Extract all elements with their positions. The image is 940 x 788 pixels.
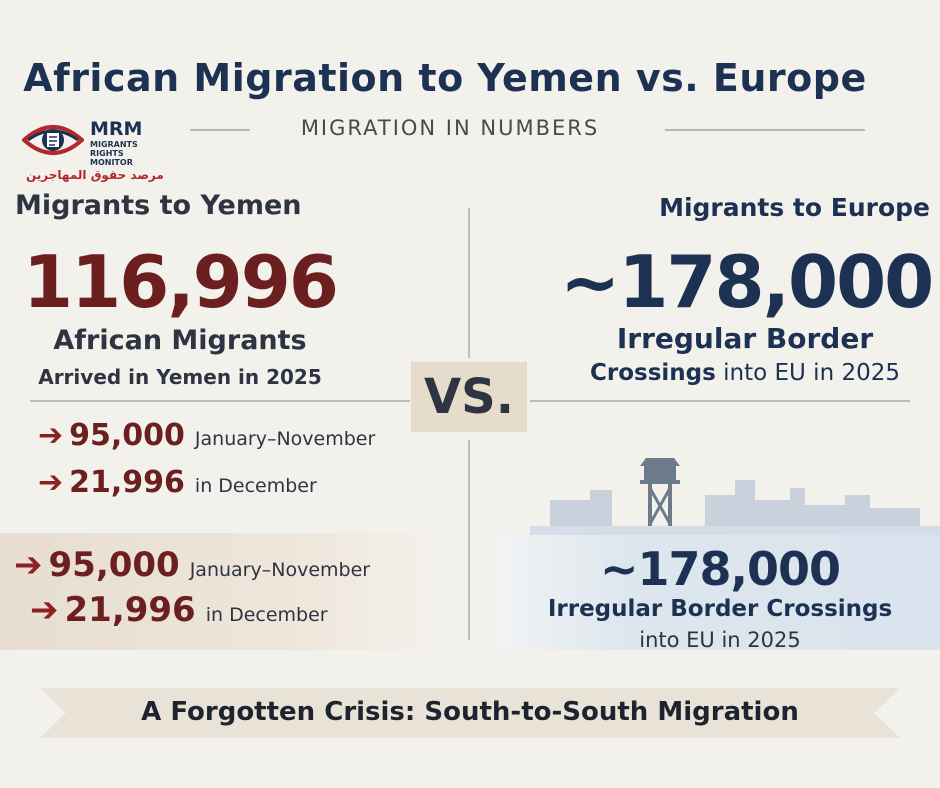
divider-vertical-top — [468, 208, 470, 358]
city-skyline-icon — [530, 458, 940, 535]
banner-text: A Forgotten Crisis: South-to-South Migra… — [141, 697, 799, 727]
arrow-right-icon: ➔ — [38, 418, 64, 453]
yemen-caption-2: Arrived in Yemen in 2025 — [38, 365, 322, 389]
arrow-right-icon: ➔ — [30, 590, 59, 630]
breakdown-value: 21,996 — [69, 465, 185, 500]
yemen-summary-row: ➔ 95,000 January–November — [14, 545, 370, 585]
breakdown-label: in December — [194, 475, 317, 497]
logo-arabic: مرصد حقوق المهاجرين — [26, 168, 164, 182]
europe-summary-caption-1: Irregular Border Crossings — [547, 596, 893, 622]
summary-label: in December — [205, 604, 328, 626]
page-subtitle: MIGRATION IN NUMBERS — [300, 116, 600, 140]
europe-heading: Migrants to Europe — [659, 193, 930, 222]
summary-value: 21,996 — [64, 590, 196, 630]
watchtower-icon — [640, 458, 680, 526]
divider-horizontal-left — [30, 400, 410, 402]
yemen-breakdown-row: ➔ 95,000 January–November — [38, 418, 375, 453]
yemen-breakdown-row: ➔ 21,996 in December — [38, 465, 317, 500]
divider-horizontal-right — [530, 400, 910, 402]
europe-summary-band — [500, 533, 940, 650]
yemen-heading: Migrants to Yemen — [15, 190, 302, 221]
mrm-logo: MRM MIGRANTS RIGHTS MONITOR مرصد حقوق ال… — [22, 118, 182, 190]
bottom-banner — [40, 688, 900, 738]
page-title: African Migration to Yemen vs. Europe — [23, 56, 867, 100]
yemen-caption-1: African Migrants — [53, 325, 307, 356]
eye-logo-icon — [22, 125, 84, 155]
arrow-right-icon: ➔ — [14, 545, 43, 585]
summary-label: January–November — [189, 559, 371, 581]
europe-caption-2: Crossings into EU in 2025 — [590, 360, 900, 386]
summary-value: 95,000 — [48, 545, 180, 585]
europe-caption-1: Irregular Border — [616, 322, 874, 355]
yemen-total: 116,996 — [23, 240, 339, 324]
logo-name: MIGRANTS RIGHTS MONITOR — [90, 140, 138, 167]
subtitle-rule-right — [665, 129, 865, 131]
breakdown-label: January–November — [194, 428, 376, 450]
arrow-right-icon: ➔ — [38, 465, 64, 500]
breakdown-value: 95,000 — [69, 418, 185, 453]
europe-summary-caption-2: into EU in 2025 — [639, 628, 801, 652]
yemen-summary-row: ➔ 21,996 in December — [30, 590, 328, 630]
logo-abbr: MRM — [90, 118, 143, 140]
divider-vertical-bottom — [468, 440, 470, 640]
vs-badge: VS. — [411, 362, 527, 432]
europe-summary-total: ~178,000 — [599, 542, 841, 596]
yemen-summary-band — [0, 533, 440, 650]
europe-total: ~178,000 — [560, 240, 934, 324]
subtitle-rule-left — [190, 129, 250, 131]
